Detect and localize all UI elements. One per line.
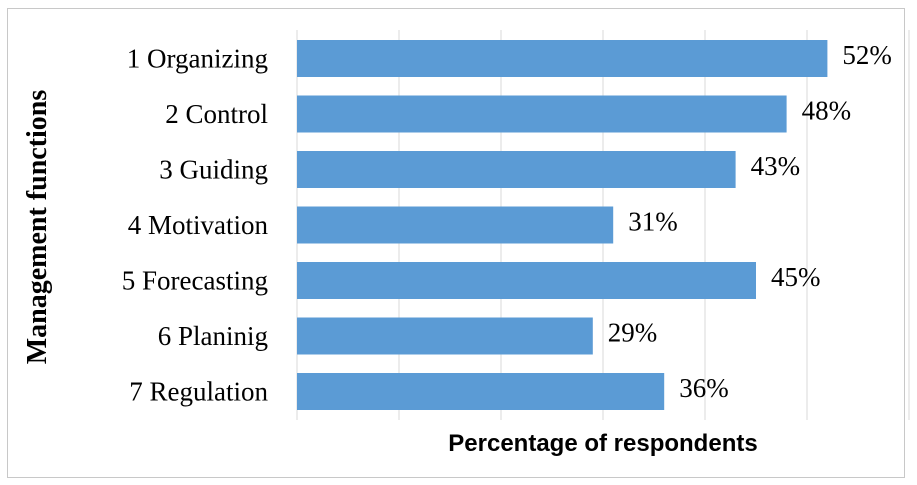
- category-labels: 1 Organizing 2 Control 3 Guiding 4 Motivati…: [122, 44, 269, 407]
- category-label: 1 Organizing: [127, 44, 268, 74]
- data-label: 52%: [842, 40, 892, 70]
- data-label: 48%: [802, 96, 852, 126]
- category-label: 4 Motivation: [128, 210, 269, 240]
- y-axis-title: Management functions: [22, 90, 53, 365]
- data-label: 43%: [751, 151, 801, 181]
- bar: [297, 317, 593, 355]
- gridlines: [296, 30, 910, 420]
- bar: [297, 151, 736, 188]
- data-label: 31%: [628, 207, 678, 237]
- bar: [297, 206, 614, 244]
- data-label: 45%: [771, 262, 821, 292]
- category-label: 5 Forecasting: [122, 266, 268, 296]
- data-label: 36%: [679, 373, 729, 403]
- data-label: 29%: [608, 318, 658, 348]
- bar: [297, 95, 787, 133]
- category-label: 7 Regulation: [129, 377, 268, 407]
- x-axis-title: Percentage of respondents: [448, 430, 757, 457]
- bar: [297, 373, 665, 410]
- bar: [297, 40, 828, 77]
- category-label: 3 Guiding: [159, 155, 268, 185]
- category-label: 2 Control: [165, 99, 268, 129]
- bar: [297, 262, 756, 299]
- bars: [297, 40, 828, 410]
- value-labels: 52% 48%43% 31% 45% 29% 36%: [608, 40, 892, 403]
- category-label: 6 Planinig: [158, 321, 268, 351]
